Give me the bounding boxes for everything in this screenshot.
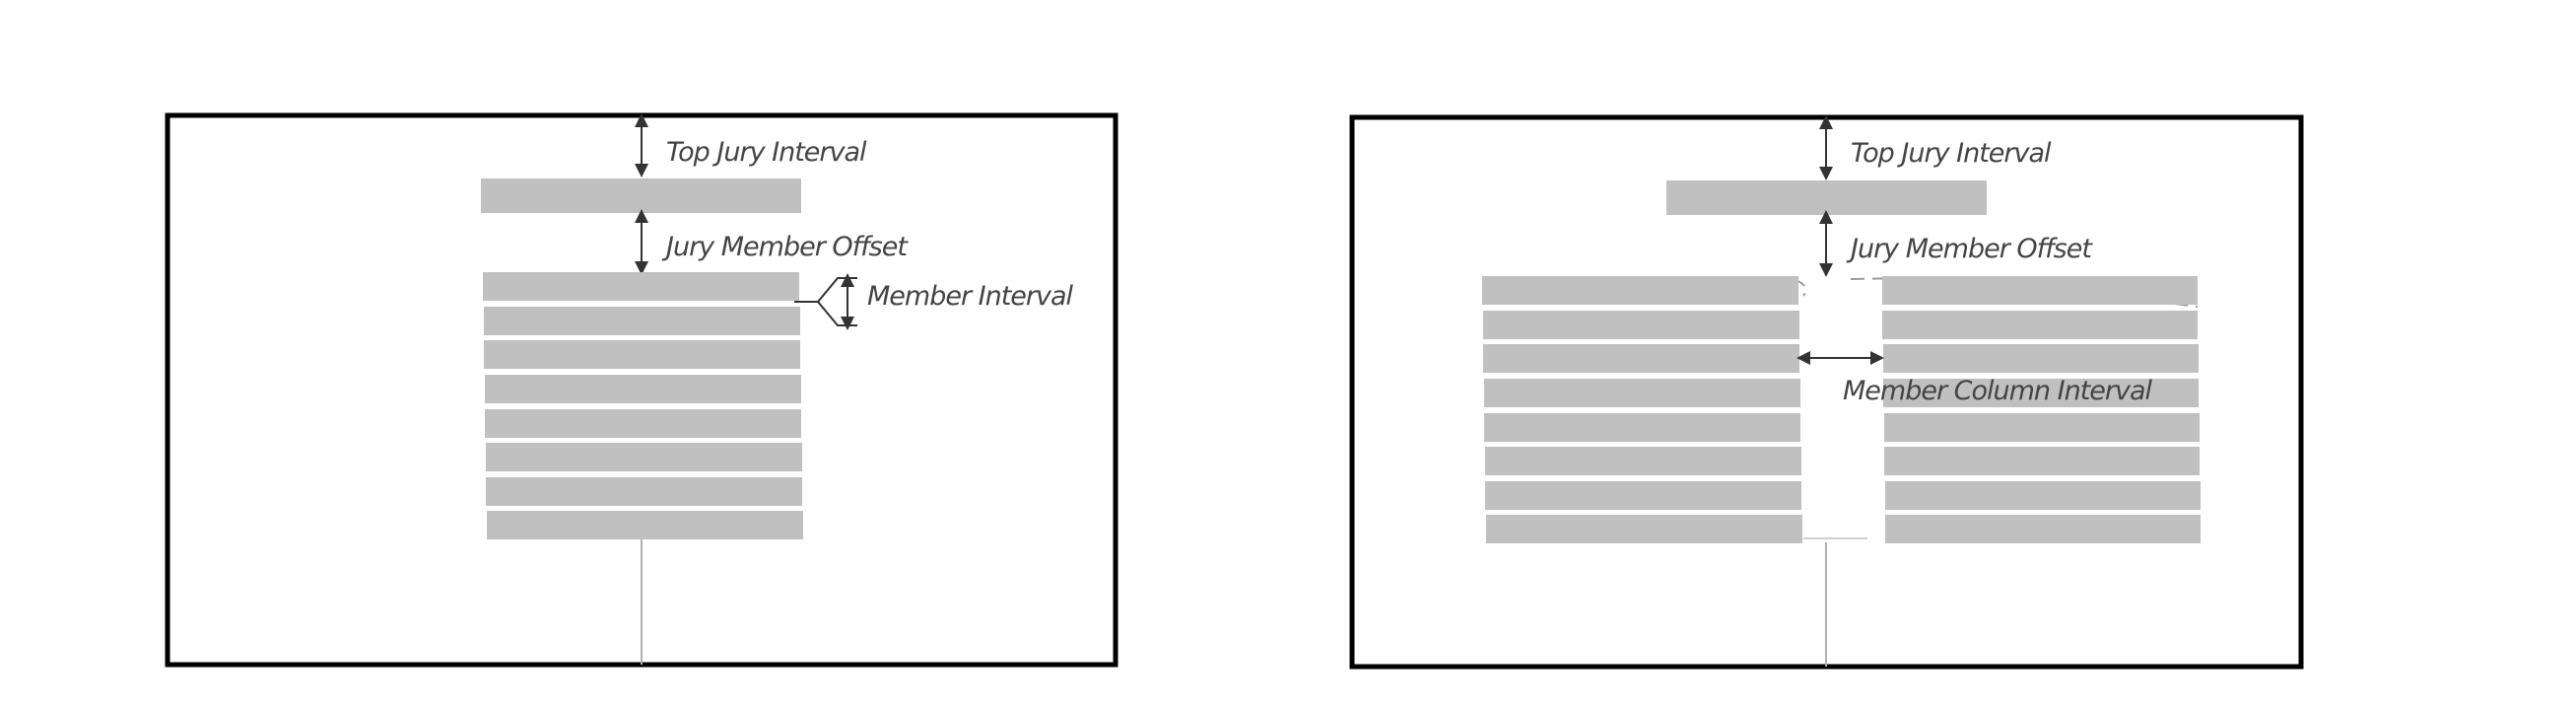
member-row [483,272,799,301]
member-row [1884,447,2200,475]
member-offset-label: Jury Member Offset [1846,234,2093,264]
member-row [1883,344,2199,373]
member-row [1485,447,1801,475]
top-interval-label: Top Jury Interval [666,137,867,168]
member-row [1884,413,2200,442]
member-row [485,409,801,438]
member-row [1885,481,2201,510]
panel-single-column: Top Jury Interval Jury Member Offset Mem… [165,112,1119,668]
member-row [487,511,803,539]
member-row [1486,515,1802,543]
panel-two-column: Top Jury Interval Jury Member Offset [1349,114,2304,670]
member-row [1483,344,1799,373]
member-column-left [1482,276,1802,543]
top-jury-block [1666,180,1987,215]
member-row [1882,311,2198,339]
top-interval-label: Top Jury Interval [1851,138,2052,169]
member-row [484,307,800,335]
member-rows [483,272,803,539]
column-interval-label: Member Column Interval [1843,376,2153,406]
top-jury-block [481,178,801,213]
member-row [485,375,801,403]
member-interval-label: Member Interval [867,281,1074,312]
member-offset-label: Jury Member Offset [661,232,909,262]
member-row [1483,311,1799,339]
member-row [1484,379,1800,407]
member-row [484,340,800,369]
member-row [1482,276,1798,305]
member-row [1485,481,1801,510]
member-row [1883,379,2199,407]
member-column-right [1882,276,2201,543]
member-row [1484,413,1800,442]
member-row [486,477,802,506]
member-row [1885,515,2201,543]
member-row [486,443,802,471]
member-row [1882,276,2198,305]
